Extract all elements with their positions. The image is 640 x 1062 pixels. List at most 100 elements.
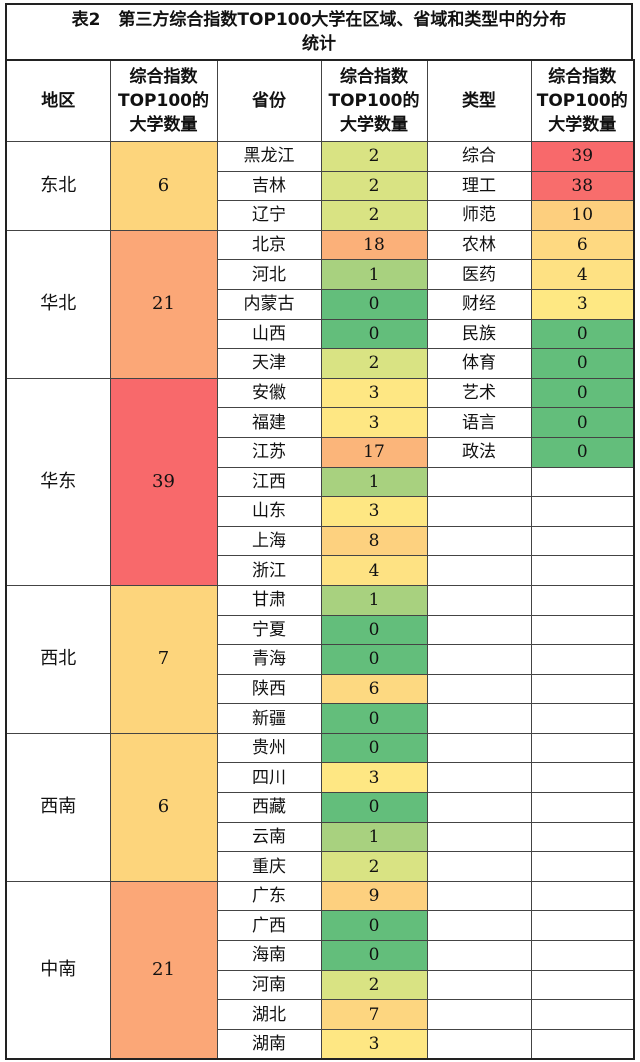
province-count-cell: 9 (320, 880, 428, 912)
table-row: 河北 1 医药 4 (6, 259, 635, 290)
header-region-count: 综合指数TOP100的大学数量 (109, 59, 218, 142)
type-count-cell: 0 (530, 407, 635, 438)
province-count-cell: 2 (320, 200, 428, 231)
region-name-cell: 西北 (5, 584, 111, 734)
empty-cell (426, 880, 532, 912)
province-count-cell: 1 (320, 466, 428, 498)
empty-cell (530, 969, 635, 1001)
empty-cell (426, 614, 532, 646)
province-name-cell: 吉林 (216, 170, 322, 202)
table-row: 吉林 2 理工 38 (6, 170, 635, 202)
province-count-cell: 1 (320, 584, 428, 616)
region-name-cell: 华东 (5, 377, 111, 586)
province-count-cell: 1 (320, 821, 428, 853)
province-name-cell: 河北 (216, 259, 322, 290)
province-name-cell: 江苏 (216, 436, 322, 468)
empty-cell (426, 673, 532, 705)
type-count-cell: 39 (530, 141, 635, 172)
region-count-cell: 21 (109, 229, 218, 379)
region-count-cell: 6 (109, 141, 218, 231)
table-container: 表2 第三方综合指数TOP100大学在区域、省域和类型中的分布 统计 地区 综合指… (5, 3, 635, 1061)
province-count-cell: 0 (320, 792, 428, 823)
type-name-cell: 体育 (426, 348, 532, 379)
type-name-cell: 农林 (426, 229, 532, 261)
province-count-cell: 0 (320, 288, 428, 320)
type-count-cell: 0 (530, 318, 635, 350)
region-count-cell: 21 (109, 880, 218, 1060)
province-name-cell: 山西 (216, 318, 322, 350)
empty-cell (426, 910, 532, 942)
table-row: 内蒙古 0 财经 3 (6, 288, 635, 320)
type-count-cell: 0 (530, 377, 635, 409)
table-row: 福建 3 语言 0 (6, 407, 635, 438)
province-count-cell: 0 (320, 910, 428, 942)
table-row: 山东 3 (6, 496, 635, 527)
province-name-cell: 北京 (216, 229, 322, 261)
table-title: 表2 第三方综合指数TOP100大学在区域、省域和类型中的分布 统计 (5, 3, 633, 59)
province-count-cell: 7 (320, 999, 428, 1030)
province-name-cell: 江西 (216, 466, 322, 498)
province-name-cell: 青海 (216, 644, 322, 675)
province-name-cell: 广东 (216, 880, 322, 912)
empty-cell (530, 703, 635, 734)
empty-cell (426, 496, 532, 527)
table-row: 天津 2 体育 0 (6, 348, 635, 379)
province-name-cell: 宁夏 (216, 614, 322, 646)
empty-cell (426, 1028, 532, 1060)
table-row: 中南 21 广东 9 (5, 880, 635, 1060)
province-count-cell: 2 (320, 141, 428, 172)
table-row: 西北 7 甘肃 1 (5, 584, 635, 734)
empty-cell (426, 940, 532, 971)
table-title-text-line2: 统计 (302, 34, 336, 54)
empty-cell (530, 999, 635, 1030)
header-province-count: 综合指数TOP100的大学数量 (320, 59, 428, 142)
province-count-cell: 2 (320, 348, 428, 379)
type-count-cell: 10 (530, 200, 635, 231)
type-count-cell: 4 (530, 259, 635, 290)
province-name-cell: 天津 (216, 348, 322, 379)
table-row: 浙江 4 (6, 555, 635, 586)
province-count-cell: 2 (320, 851, 428, 882)
empty-cell (530, 821, 635, 853)
province-name-cell: 河南 (216, 969, 322, 1001)
province-name-cell: 辽宁 (216, 200, 322, 231)
header-region: 地区 (5, 59, 111, 142)
table-row: 华东 39 安徽 3 艺术 0 (5, 377, 635, 586)
empty-cell (426, 644, 532, 675)
empty-cell (530, 614, 635, 646)
table-row: 陕西 6 (6, 673, 635, 705)
empty-cell (530, 644, 635, 675)
empty-cell (426, 466, 532, 498)
province-name-cell: 贵州 (216, 732, 322, 764)
header-type-count: 综合指数TOP100的大学数量 (530, 59, 635, 142)
empty-cell (426, 525, 532, 557)
table-row: 山西 0 民族 0 (6, 318, 635, 350)
type-name-cell: 综合 (426, 141, 532, 172)
province-count-cell: 8 (320, 525, 428, 557)
province-count-cell: 2 (320, 969, 428, 1001)
table-row: 湖北 7 (6, 999, 635, 1030)
table-row: 江苏 17 政法 0 (6, 436, 635, 468)
empty-cell (530, 1028, 635, 1060)
empty-cell (530, 880, 635, 912)
province-count-cell: 6 (320, 673, 428, 705)
province-count-cell: 4 (320, 555, 428, 586)
empty-cell (530, 732, 635, 764)
empty-cell (530, 910, 635, 942)
empty-cell (426, 792, 532, 823)
table-row: 宁夏 0 (6, 614, 635, 646)
empty-cell (530, 555, 635, 586)
empty-cell (530, 792, 635, 823)
empty-cell (426, 969, 532, 1001)
province-count-cell: 18 (320, 229, 428, 261)
type-count-cell: 6 (530, 229, 635, 261)
region-name-cell: 东北 (5, 141, 111, 231)
empty-cell (426, 584, 532, 616)
empty-cell (530, 584, 635, 616)
province-name-cell: 新疆 (216, 703, 322, 734)
region-name-cell: 西南 (5, 732, 111, 882)
province-name-cell: 安徽 (216, 377, 322, 409)
empty-cell (530, 466, 635, 498)
province-name-cell: 内蒙古 (216, 288, 322, 320)
table-title-text: 第三方综合指数TOP100大学在区域、省域和类型中的分布 (118, 10, 567, 30)
